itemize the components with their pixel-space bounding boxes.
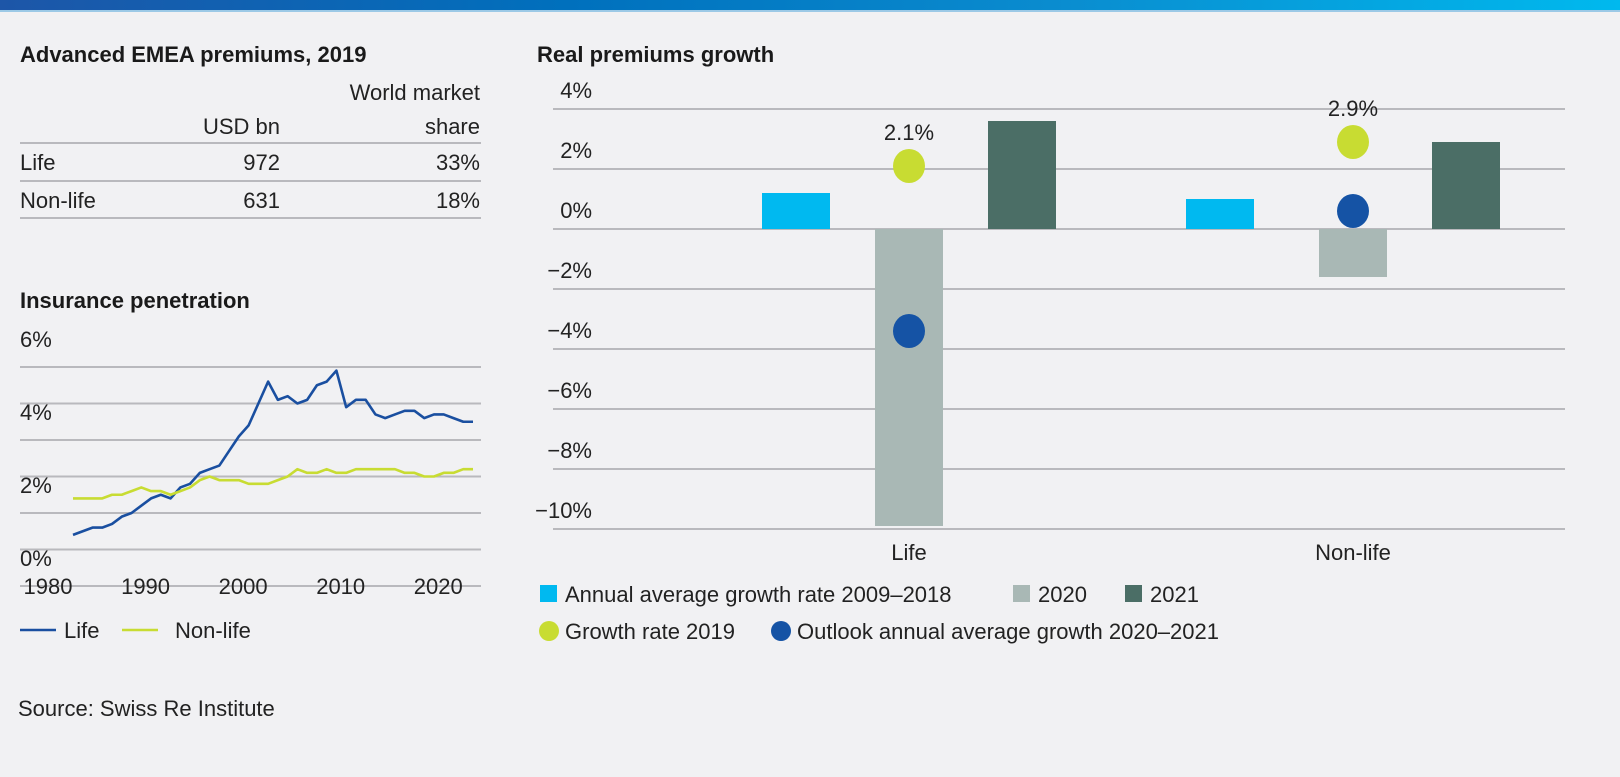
top-accent-bar <box>0 0 1620 10</box>
legend-label: Life <box>64 618 99 643</box>
legend-swatch <box>1013 585 1030 602</box>
legend-label: Growth rate 2019 <box>565 619 735 644</box>
line-chart-title: Insurance penetration <box>20 288 250 313</box>
y-tick-label: 4% <box>560 78 592 103</box>
table-divider <box>20 180 481 182</box>
y-tick-label: 0% <box>560 198 592 223</box>
x-tick-label: 2010 <box>316 574 365 599</box>
y-tick-label: −8% <box>547 438 592 463</box>
table-divider <box>20 217 481 219</box>
legend-swatch <box>539 621 559 641</box>
category-label: Non-life <box>1315 540 1391 565</box>
y-tick-label: −4% <box>547 318 592 343</box>
row-nonlife-share: 18% <box>435 188 480 213</box>
bar-chart-title: Real premiums growth <box>537 42 775 67</box>
y-tick-label: −10% <box>535 498 592 523</box>
source-note: Source: Swiss Re Institute <box>18 696 275 721</box>
row-life-usd: 972 <box>243 150 280 175</box>
x-tick-label: 2000 <box>219 574 268 599</box>
bar-non-life <box>1186 199 1254 229</box>
row-life-share: 33% <box>435 150 480 175</box>
bar-life <box>988 121 1056 229</box>
row-life-label: Life <box>20 150 56 175</box>
row-nonlife-usd: 631 <box>243 188 280 213</box>
data-label: 2.9% <box>1328 96 1378 121</box>
dot-life <box>893 314 925 348</box>
header-usd-bn: USD bn <box>202 114 280 139</box>
dot-non-life <box>1337 125 1369 159</box>
legend-label: 2020 <box>1038 582 1087 607</box>
series-line-non-life <box>73 467 473 500</box>
y-tick-label: 0% <box>20 546 52 571</box>
table-divider <box>20 142 481 144</box>
bar-chart: 4% 2% 0% −2% −4% −6% −8% −10% Life Non-life 2.1% 2.… <box>535 78 1565 644</box>
bar-non-life <box>1319 229 1387 277</box>
y-tick-label: 2% <box>20 473 52 498</box>
legend-label: Non-life <box>175 618 251 643</box>
y-tick-label: −2% <box>547 258 592 283</box>
x-tick-label: 1980 <box>24 574 73 599</box>
row-nonlife-label: Non-life <box>20 188 96 213</box>
line-chart: 0% 2% 4% 6% 1980 1990 2000 2010 2020 Life Non-life <box>20 327 481 643</box>
legend-label: Outlook annual average growth 2020–2021 <box>797 619 1219 644</box>
x-tick-label: 2020 <box>414 574 463 599</box>
y-tick-label: 6% <box>20 327 52 352</box>
bar-non-life <box>1432 142 1500 229</box>
legend-swatch <box>771 621 791 641</box>
y-tick-label: 4% <box>20 400 52 425</box>
legend-swatch <box>1125 585 1142 602</box>
category-label: Life <box>891 540 926 565</box>
top-accent-line <box>0 10 1620 12</box>
dot-non-life <box>1337 194 1369 228</box>
bar-life <box>875 229 943 526</box>
y-tick-label: −6% <box>547 378 592 403</box>
table-title: Advanced EMEA premiums, 2019 <box>20 42 367 67</box>
header-world-market-share: World market share <box>349 80 480 139</box>
legend-label: Annual average growth rate 2009–2018 <box>565 582 952 607</box>
legend-swatch <box>540 585 557 602</box>
series-line-life <box>72 369 473 537</box>
bar-life <box>762 193 830 229</box>
x-tick-label: 1990 <box>121 574 170 599</box>
y-tick-label: 2% <box>560 138 592 163</box>
data-label: 2.1% <box>884 120 934 145</box>
legend-label: 2021 <box>1150 582 1199 607</box>
dot-life <box>893 149 925 183</box>
